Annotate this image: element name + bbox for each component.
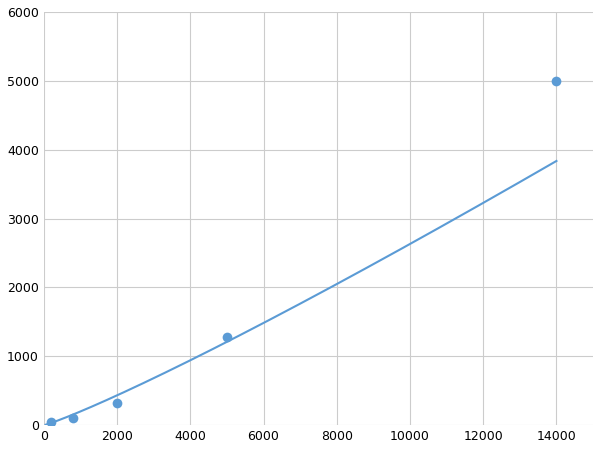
Point: [46, 418, 56, 425]
Point: [222, 333, 232, 341]
Point: [68, 415, 78, 422]
Point: [551, 77, 561, 85]
Point: [112, 400, 122, 407]
